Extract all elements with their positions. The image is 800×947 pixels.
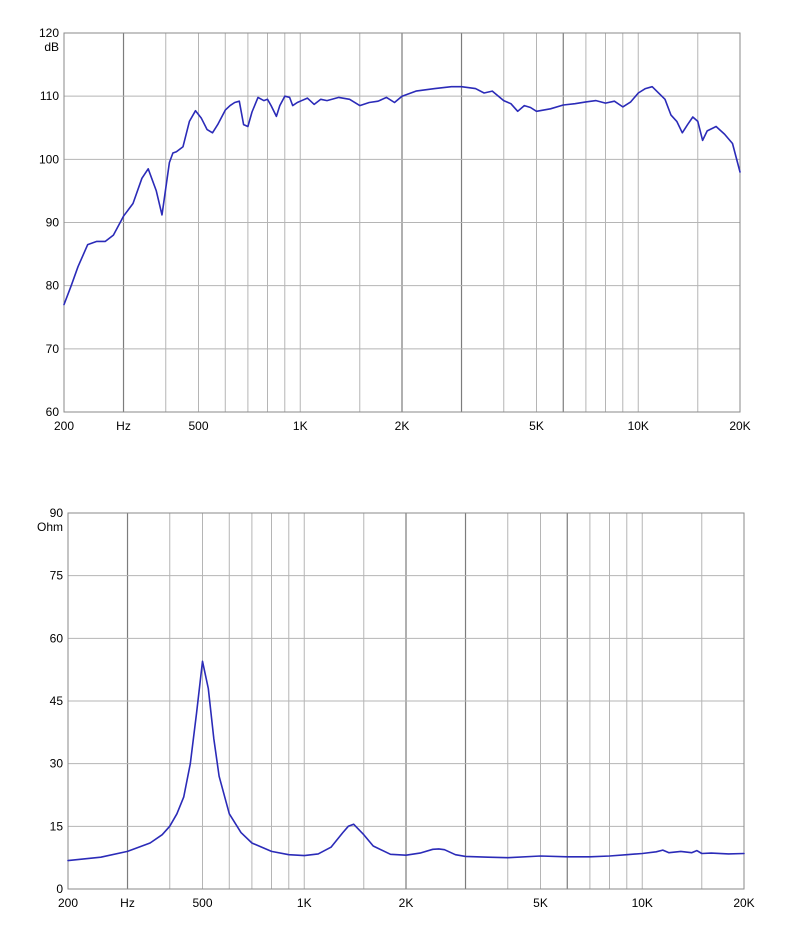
y-tick-label: 45 xyxy=(50,694,64,708)
y-axis-unit-label: Ohm xyxy=(37,520,63,534)
x-tick-label: 20K xyxy=(729,419,750,433)
impedance-chart: 90 75 60 45 30 15 0 Ohm 200 Hz 500 1K 2K 5K 10K 20K xyxy=(37,506,755,910)
x-tick-label: 1K xyxy=(297,896,312,910)
x-tick-label: 2K xyxy=(395,419,410,433)
spl-frequency-response-chart: 120 110 100 90 80 70 60 dB 200 Hz 500 1K 2K 5K 10K 20K xyxy=(39,26,751,433)
x-tick-label: 500 xyxy=(188,419,208,433)
y-tick-label: 110 xyxy=(40,89,59,103)
x-tick-label: 5K xyxy=(533,896,548,910)
x-tick-label: Hz xyxy=(116,419,131,433)
y-tick-label: 30 xyxy=(50,757,64,771)
x-tick-label: 1K xyxy=(293,419,308,433)
y-tick-label: 0 xyxy=(56,882,63,896)
x-tick-label: 200 xyxy=(58,896,78,910)
y-tick-label: 15 xyxy=(50,819,64,833)
impedance-curve xyxy=(67,660,745,862)
x-tick-label: 500 xyxy=(192,896,212,910)
spl-response-curve xyxy=(63,85,741,306)
y-tick-label: 60 xyxy=(46,405,60,419)
x-tick-label: 20K xyxy=(733,896,754,910)
y-tick-label: 70 xyxy=(46,342,60,356)
y-tick-label: 90 xyxy=(46,216,60,230)
x-tick-label: 5K xyxy=(529,419,544,433)
y-tick-label: 120 xyxy=(39,26,59,40)
plot-frame xyxy=(67,512,745,890)
x-tick-label: 2K xyxy=(399,896,414,910)
y-tick-label: 60 xyxy=(50,631,64,645)
y-tick-label: 90 xyxy=(50,506,64,520)
x-tick-label: 200 xyxy=(54,419,74,433)
plot-frame xyxy=(63,32,741,413)
x-tick-label: 10K xyxy=(628,419,649,433)
y-tick-label: 100 xyxy=(39,152,59,166)
x-tick-label: 10K xyxy=(632,896,653,910)
x-tick-label: Hz xyxy=(120,896,135,910)
y-tick-label: 80 xyxy=(46,279,60,293)
y-axis-unit-label: dB xyxy=(44,40,59,54)
y-tick-label: 75 xyxy=(50,569,64,583)
